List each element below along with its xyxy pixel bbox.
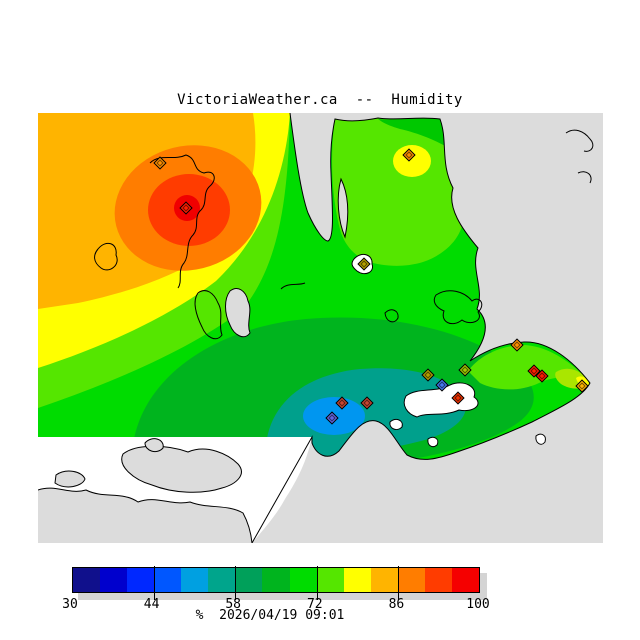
coastline-mainland-squiggle-1 (565, 129, 594, 152)
island-san-juan-tiny (144, 438, 164, 453)
colorbar-segment (316, 568, 344, 592)
colorbar-segment (397, 568, 425, 592)
coastline-island-small-center (384, 309, 399, 323)
coastline-island-squiggle-nw (149, 154, 215, 289)
landmass-light-green (332, 117, 465, 266)
colorbar-tick-label: 44 (143, 597, 160, 612)
station-marker (325, 411, 339, 425)
station-marker (575, 379, 589, 393)
station-marker (535, 369, 549, 383)
island-white-tiny-se (535, 433, 546, 445)
coastlines (38, 113, 594, 543)
colorbar-segment (451, 568, 479, 592)
colorbar-tick-mark (235, 566, 237, 600)
colorbar-segment (127, 568, 155, 592)
colorbar-segment (181, 568, 209, 592)
colorbar (72, 567, 480, 593)
station-markers (153, 148, 589, 425)
colorbar-tick-label: 58 (225, 597, 242, 612)
coastline-main (251, 113, 591, 543)
page-title: VictoriaWeather.ca -- Humidity (177, 92, 463, 108)
station-marker (179, 201, 193, 215)
colorbar-segment (208, 568, 236, 592)
station-marker (402, 148, 416, 162)
station-marker (435, 378, 449, 392)
station-marker (510, 338, 524, 352)
timestamp-label: % 2026/04/19 09:01 (195, 608, 345, 623)
colorbar-tick-label: 86 (388, 597, 405, 612)
station-marker (153, 156, 167, 170)
colorbar-segment (73, 568, 101, 592)
colorbar-segment (235, 568, 263, 592)
island-san-juan-large (121, 445, 242, 493)
colorbar-segment (262, 568, 290, 592)
colorbar-tick-mark (398, 566, 400, 600)
island-white-notch (427, 436, 439, 448)
colorbar-segment (343, 568, 371, 592)
coastline-islet-mid (280, 282, 306, 290)
coastline-island-saltspring (433, 290, 483, 325)
east-light-green-band (468, 345, 590, 390)
colorbar-segment (100, 568, 128, 592)
coastline-island-denman (94, 242, 118, 271)
colorbar-tick-mark (316, 566, 318, 600)
coastline-island-lasqueti (225, 288, 251, 338)
humidity-map-canvas (38, 113, 603, 543)
colorbar-tick-label: 30 (62, 597, 78, 612)
station-marker (421, 368, 435, 382)
coastline-olympic (38, 487, 253, 543)
olympic-peninsula (38, 488, 252, 543)
colorbar-segment (370, 568, 398, 592)
island-san-juan-small (54, 470, 86, 488)
landmass-yellow-blob (393, 145, 431, 177)
colorbar-segment (424, 568, 452, 592)
coastline-island-texada (194, 290, 223, 340)
coastline-mainland-squiggle-2 (577, 171, 592, 184)
landmass-fringe-green (378, 118, 450, 149)
victoria-white-shape-small (389, 419, 403, 430)
outside-gray-region (252, 113, 603, 543)
band-teal (265, 368, 466, 457)
colorbar-segment (289, 568, 317, 592)
colorbar-tick-label: 100 (466, 597, 490, 612)
station-marker (335, 396, 349, 410)
fjord-gray-wedge (337, 177, 349, 239)
station-marker (451, 391, 465, 405)
station-marker (527, 364, 541, 378)
colorbar-tick-mark (153, 566, 155, 600)
colorbar-segment (154, 568, 182, 592)
station-marker (357, 257, 371, 271)
colorbar-tick-label: 72 (306, 597, 323, 612)
humidity-map (38, 113, 603, 543)
station-marker (458, 363, 472, 377)
station-marker (360, 396, 374, 410)
